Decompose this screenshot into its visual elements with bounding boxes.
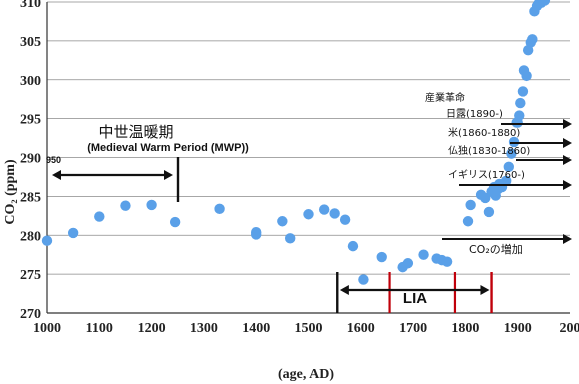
x-tick-label: 1200: [138, 321, 166, 336]
y-tick-label: 275: [20, 268, 41, 283]
data-point: [318, 204, 330, 215]
arrow-head: [563, 138, 572, 148]
data-point: [441, 256, 453, 267]
arrow-head: [563, 119, 572, 129]
arrow-head: [339, 285, 349, 295]
data-point: [146, 199, 157, 211]
data-point: [462, 216, 474, 227]
x-tick-label: 1700: [399, 321, 427, 336]
data-point: [517, 86, 529, 97]
data-point: [358, 274, 369, 285]
arrow-head: [52, 170, 61, 180]
data-point: [67, 227, 79, 239]
uk-label: イギリス(1760-): [448, 169, 525, 181]
y-tick-label: 290: [20, 152, 41, 167]
data-point: [503, 161, 515, 173]
data-point: [483, 206, 495, 218]
mwp-start-label: 950: [46, 155, 61, 165]
arrow-head: [563, 155, 572, 165]
data-point: [347, 240, 359, 252]
x-axis-label: (age, AD): [278, 367, 334, 382]
data-point: [339, 214, 351, 225]
data-point: [376, 251, 387, 263]
x-tick-label: 1000: [33, 321, 61, 336]
data-point: [277, 216, 288, 227]
data-point: [94, 211, 105, 222]
data-point: [41, 235, 53, 246]
x-tick-label: 200: [560, 321, 579, 336]
x-tick-label: 1300: [190, 321, 218, 336]
data-point: [515, 97, 526, 109]
data-point: [521, 70, 532, 82]
y-tick-label: 295: [20, 113, 41, 128]
data-point: [539, 0, 551, 6]
mwp-japanese-label: 中世温暖期: [98, 123, 173, 141]
arrow-head: [164, 170, 173, 180]
y-tick-label: 300: [20, 74, 41, 89]
axes: [46, 2, 570, 314]
data-point: [120, 200, 131, 211]
data-point: [506, 148, 517, 159]
data-point: [284, 233, 296, 244]
x-tick-label: 1500: [295, 321, 323, 336]
x-tick-label: 1900: [504, 321, 532, 336]
data-point: [303, 209, 314, 220]
data-point: [508, 136, 520, 148]
usa-label: 米(1860-1880): [448, 126, 520, 139]
y-tick-label: 310: [20, 0, 41, 11]
data-point: [514, 110, 525, 121]
data-points: [41, 0, 551, 285]
data-point: [527, 34, 538, 45]
france-germany-label: 仏独(1830-1860): [448, 144, 530, 157]
grid-lines: [47, 1, 570, 314]
arrow-head: [563, 234, 572, 244]
data-point: [169, 216, 181, 228]
data-point: [402, 258, 414, 269]
data-point: [214, 203, 225, 215]
y-tick-label: 280: [20, 229, 41, 244]
y-tick-label: 270: [20, 307, 41, 322]
lia-label: LIA: [403, 290, 427, 307]
industrial-revolution-label: 産業革命: [425, 91, 465, 104]
data-point: [329, 208, 340, 219]
japan-label: 日露(1890-): [446, 108, 503, 120]
y-tick-labels: 270 275 280 285 290 295 300 305 310: [20, 0, 41, 322]
data-point: [465, 199, 476, 211]
y-tick-label: 285: [20, 190, 41, 205]
annotations: [52, 119, 572, 313]
x-tick-labels: 1000 1100 1200 1300 1400 1500 1600 1700 1800 1900…: [33, 321, 579, 336]
mwp-english-label: (Medieval Warm Period (MWP)): [87, 142, 249, 154]
x-tick-label: 1600: [347, 321, 375, 336]
data-point: [251, 229, 262, 240]
x-tick-label: 1100: [86, 321, 113, 336]
y-axis-label: CO₂ (ppm): [3, 159, 18, 225]
y-tick-label: 305: [20, 35, 41, 50]
data-point: [418, 249, 429, 260]
x-tick-label: 1800: [451, 321, 479, 336]
arrow-head: [563, 180, 572, 190]
data-point: [500, 175, 512, 187]
arrow-head: [480, 285, 490, 295]
co2-increase-label: CO₂の増加: [469, 243, 523, 256]
x-tick-label: 1400: [242, 321, 270, 336]
